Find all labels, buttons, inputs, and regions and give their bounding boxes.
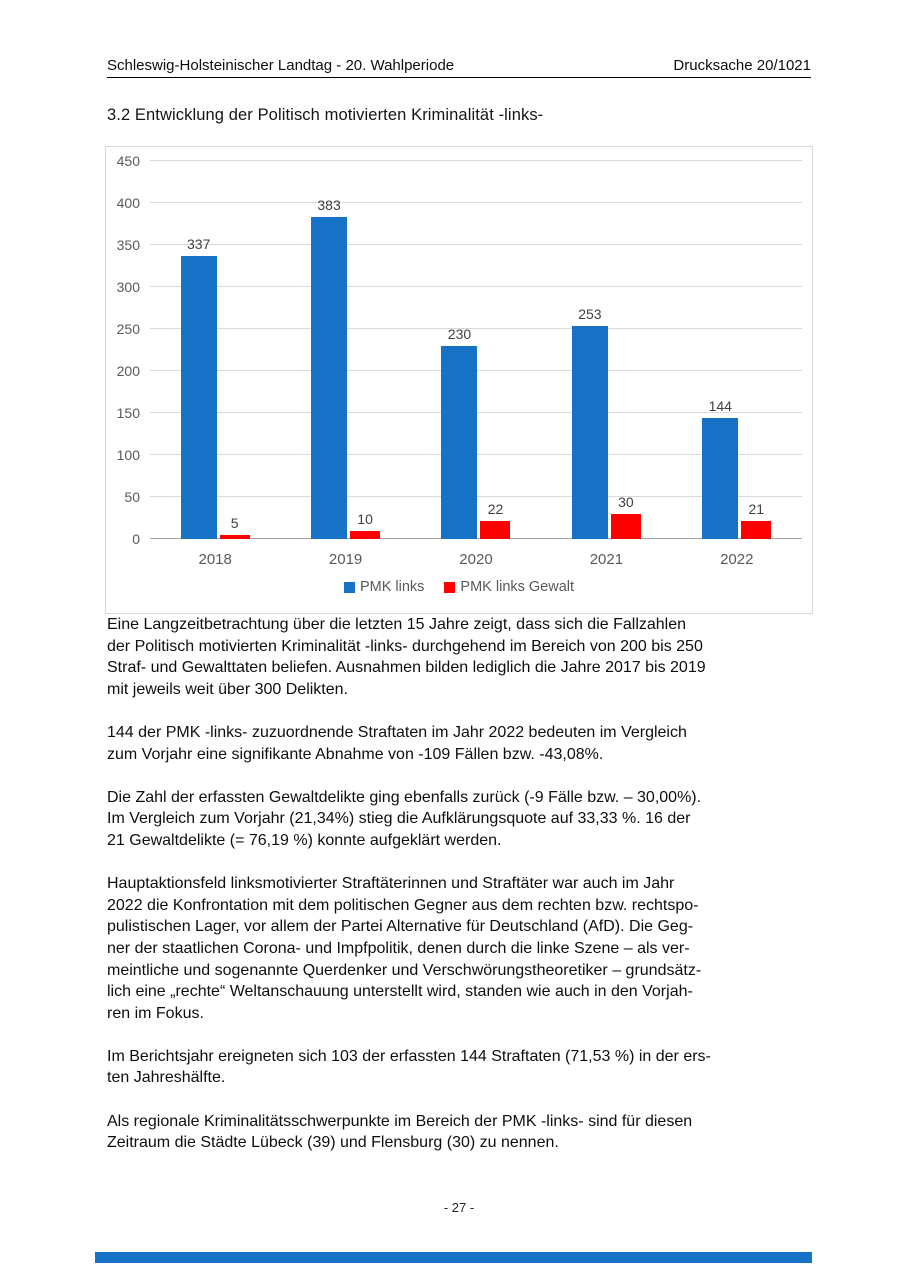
y-axis-tick-300: 300 <box>116 279 140 295</box>
bar-value-pmk-links-2021: 253 <box>578 306 602 322</box>
x-axis-tick-2021: 2021 <box>589 551 624 568</box>
gridline-400 <box>150 202 802 203</box>
bar-group-2022: 144 21 <box>672 161 802 539</box>
gridline-350 <box>150 244 802 245</box>
chart-plot-area: 337 5 383 10 230 22 253 30 144 21 <box>150 160 802 539</box>
body-paragraph-5: Im Berichtsjahr ereigneten sich 103 der … <box>107 1047 711 1087</box>
y-axis-tick-100: 100 <box>116 447 140 463</box>
body-text: Eine Langzeitbetrachtung über die letzte… <box>107 614 813 1175</box>
y-axis-tick-200: 200 <box>116 363 140 379</box>
x-axis-tick-2020: 2020 <box>459 551 493 568</box>
bar-pmk-links-gewalt-2018: 5 <box>219 515 250 539</box>
page-bottom-bar <box>95 1252 812 1263</box>
chart-legend: PMK links PMK links Gewalt <box>106 579 812 595</box>
y-axis-tick-400: 400 <box>116 195 140 211</box>
gridline-250 <box>150 328 802 329</box>
bar-value-pmk-links-2020: 230 <box>447 326 472 342</box>
bar-pmk-links-gewalt-2021: 30 <box>610 494 641 539</box>
section-title: 3.2 Entwicklung der Politisch motivierte… <box>107 106 544 124</box>
page-header: Schleswig-Holsteinischer Landtag - 20. W… <box>107 52 811 78</box>
bar-pmk-links-gewalt-2022: 21 <box>741 501 772 539</box>
bar-pair-2018: 337 5 <box>150 236 280 539</box>
body-paragraph-2: 144 der PMK -links- zuzuordnende Strafta… <box>107 723 687 763</box>
bar-value-pmk-links-2022: 144 <box>708 398 732 414</box>
bar-pmk-links-2019: 383 <box>311 197 348 539</box>
bar-group-2019: 383 10 <box>280 161 410 539</box>
header-journal: Schleswig-Holsteinischer Landtag - 20. W… <box>107 57 455 74</box>
legend-swatch-pmk-links <box>343 581 355 593</box>
bar-pmk-links-2022: 144 <box>702 398 739 539</box>
y-axis-tick-250: 250 <box>116 321 140 337</box>
y-axis-tick-450: 450 <box>116 153 140 169</box>
x-axis-tick-2019: 2019 <box>328 551 363 568</box>
y-axis-tick-150: 150 <box>116 405 140 421</box>
legend-label-pmk-links-gewalt: PMK links Gewalt <box>460 579 575 595</box>
gridline-450 <box>150 160 802 161</box>
bar-pair-2019: 383 10 <box>280 197 410 539</box>
bar-pmk-links-2021: 253 <box>571 306 608 539</box>
bar-value-pmk-links-gewalt-2021: 30 <box>618 494 634 510</box>
body-paragraph-3: Die Zahl der erfassten Gewaltdelikte gin… <box>107 788 702 849</box>
legend-label-pmk-links: PMK links <box>359 579 425 595</box>
bar-group-2021: 253 30 <box>541 161 671 539</box>
body-paragraph-4: Hauptaktionsfeld linksmotivierter Straft… <box>107 875 702 1022</box>
bar-group-2018: 337 5 <box>150 161 280 539</box>
header-document-number: Drucksache 20/1021 <box>673 57 811 74</box>
bar-value-pmk-links-gewalt-2022: 21 <box>748 501 765 517</box>
y-axis-tick-50: 50 <box>124 489 140 505</box>
y-axis-tick-0: 0 <box>132 531 140 547</box>
legend-item-pmk-links-gewalt: PMK links Gewalt <box>444 579 574 595</box>
bar-pair-2022: 144 21 <box>672 398 802 539</box>
bar-pmk-links-gewalt-2019: 10 <box>350 511 381 539</box>
bar-pair-2021: 253 30 <box>541 306 671 539</box>
legend-swatch-pmk-links-gewalt <box>444 581 456 593</box>
y-axis-tick-350: 350 <box>116 237 140 253</box>
bar-value-pmk-links-gewalt-2019: 10 <box>357 511 373 527</box>
legend-item-pmk-links: PMK links <box>343 579 425 595</box>
bar-pmk-links-2018: 337 <box>180 236 217 539</box>
bar-pmk-links-2020: 230 <box>441 326 478 539</box>
bar-pmk-links-gewalt-2020: 22 <box>480 501 511 539</box>
bar-value-pmk-links-2019: 383 <box>317 197 341 213</box>
bar-value-pmk-links-2018: 337 <box>187 236 211 252</box>
x-axis-tick-2022: 2022 <box>720 551 754 568</box>
pmk-links-bar-chart: 337 5 383 10 230 22 253 30 144 21 PMK links PMK li… <box>105 146 813 614</box>
bar-value-pmk-links-gewalt-2018: 5 <box>230 515 239 531</box>
bar-pair-2020: 230 22 <box>411 326 541 539</box>
bar-value-pmk-links-gewalt-2020: 22 <box>487 501 504 517</box>
page-number: - 27 - <box>443 1200 475 1215</box>
bar-group-2020: 230 22 <box>411 161 541 539</box>
x-axis-tick-2018: 2018 <box>198 551 232 568</box>
gridline-300 <box>150 286 802 287</box>
body-paragraph-6: Als regionale Kriminalitätsschwerpunkte … <box>107 1112 693 1152</box>
body-paragraph-1: Eine Langzeitbetrachtung über die letzte… <box>107 616 706 698</box>
